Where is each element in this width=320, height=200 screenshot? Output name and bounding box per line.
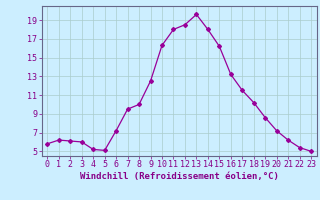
X-axis label: Windchill (Refroidissement éolien,°C): Windchill (Refroidissement éolien,°C)	[80, 172, 279, 181]
